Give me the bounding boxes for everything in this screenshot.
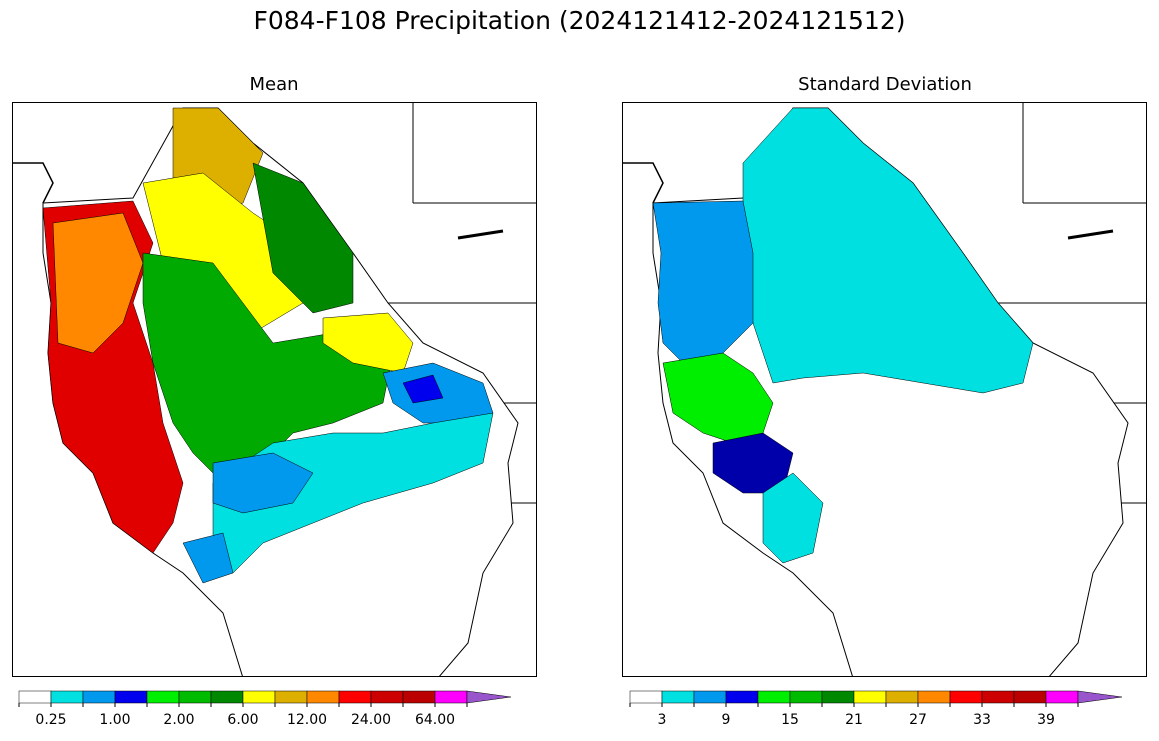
colorbar-tick-label: 24.00 bbox=[350, 712, 392, 728]
mean-cyan-region bbox=[212, 412, 494, 574]
colorbar-tick-label: 12.00 bbox=[286, 712, 328, 728]
colorbar-segment bbox=[242, 690, 276, 704]
stddev-panel-title: Standard Deviation bbox=[798, 74, 972, 95]
mean-panel-title: Mean bbox=[249, 74, 299, 95]
sd-cyan-south bbox=[762, 472, 824, 564]
colorbar-segment bbox=[434, 690, 468, 704]
mean-orange-region bbox=[52, 212, 144, 354]
lake bbox=[1067, 229, 1114, 240]
stddev-map-graphic bbox=[623, 103, 1146, 676]
mean-green-region bbox=[142, 252, 394, 484]
mean-map-graphic bbox=[13, 103, 536, 676]
lake bbox=[457, 229, 504, 240]
colorbar-segment bbox=[821, 690, 855, 704]
colorbar-segment bbox=[18, 690, 52, 704]
figure-title: F084-F108 Precipitation (2024121412-2024… bbox=[253, 6, 906, 35]
colorbar-tick-label: 2.00 bbox=[163, 712, 195, 728]
colorbar-segment bbox=[50, 690, 84, 704]
colorbar-segment bbox=[949, 690, 983, 704]
colorbar-segment bbox=[274, 690, 308, 704]
colorbar-segment bbox=[370, 690, 404, 704]
colorbar-segment bbox=[693, 690, 727, 704]
colorbar-tick-label: 64.00 bbox=[414, 712, 456, 728]
colorbar-segment bbox=[338, 690, 372, 704]
colorbar-segment bbox=[210, 690, 244, 704]
mean-map bbox=[12, 102, 537, 677]
colorbar-tick-label: 1.00 bbox=[99, 712, 131, 728]
mean-darkblue-spot bbox=[402, 374, 444, 404]
colorbar-tick-label: 27 bbox=[909, 712, 927, 728]
stddev-map bbox=[622, 102, 1147, 677]
stddev-colorbar bbox=[629, 690, 1123, 707]
colorbar-segment bbox=[178, 690, 212, 704]
colorbar-segment bbox=[853, 690, 887, 704]
coastline bbox=[623, 162, 664, 204]
mean-darkgreen-region bbox=[252, 162, 354, 314]
sd-cyan-region bbox=[742, 107, 1034, 394]
colorbar-segment bbox=[661, 690, 695, 704]
mean-colorbar bbox=[18, 690, 512, 707]
coastline bbox=[13, 162, 54, 204]
mean-blue-strip bbox=[182, 532, 234, 584]
colorbar-segment bbox=[402, 690, 436, 704]
colorbar-tick-label: 3 bbox=[657, 712, 667, 728]
colorbar-segment bbox=[82, 690, 116, 704]
colorbar-segment bbox=[885, 690, 919, 704]
colorbar-tick-label: 33 bbox=[973, 712, 991, 728]
colorbar-extend-arrow bbox=[466, 690, 512, 704]
colorbar-segment bbox=[114, 690, 148, 704]
colorbar-tick-label: 39 bbox=[1037, 712, 1055, 728]
mean-mid-blue bbox=[212, 452, 314, 514]
colorbar-segment bbox=[1013, 690, 1047, 704]
colorbar-segment bbox=[981, 690, 1015, 704]
colorbar-tick-label: 0.25 bbox=[35, 712, 67, 728]
colorbar-tick-label: 9 bbox=[721, 712, 731, 728]
colorbar-segment bbox=[629, 690, 663, 704]
colorbar-segment bbox=[1045, 690, 1079, 704]
colorbar-segment bbox=[917, 690, 951, 704]
colorbar-tick-label: 6.00 bbox=[227, 712, 259, 728]
colorbar-segment bbox=[725, 690, 759, 704]
colorbar-tick-label: 21 bbox=[845, 712, 863, 728]
colorbar-extend-arrow bbox=[1077, 690, 1123, 704]
colorbar-segment bbox=[306, 690, 340, 704]
colorbar-segment bbox=[789, 690, 823, 704]
colorbar-tick-label: 15 bbox=[781, 712, 799, 728]
colorbar-segment bbox=[146, 690, 180, 704]
colorbar-segment bbox=[757, 690, 791, 704]
